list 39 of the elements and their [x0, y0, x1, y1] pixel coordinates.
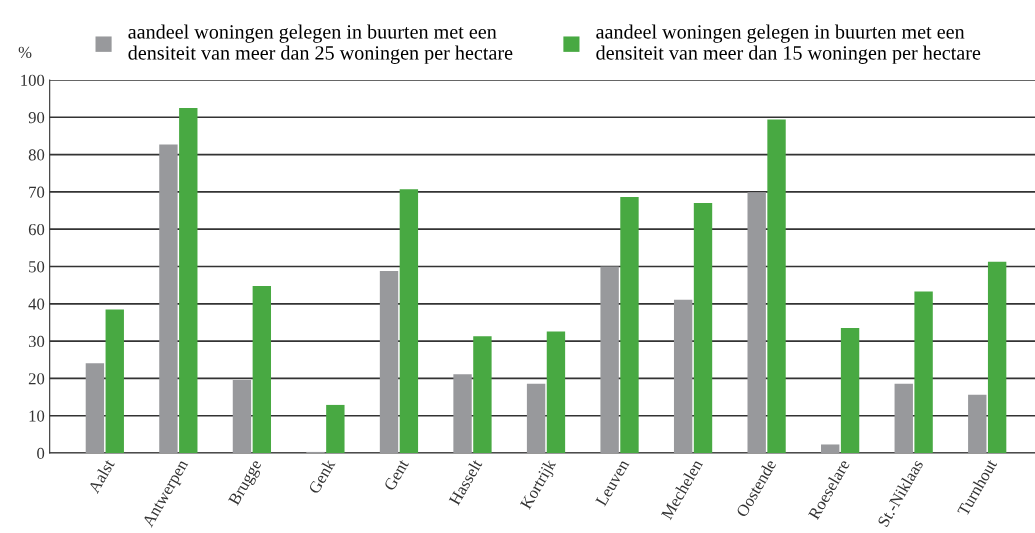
bar [526, 383, 546, 454]
bar [968, 394, 987, 454]
y-tick-label: 20 [28, 373, 45, 385]
y-tick-label: 40 [28, 298, 45, 310]
bar [620, 197, 639, 454]
bar [159, 144, 178, 454]
bar [673, 299, 693, 454]
bar [453, 374, 472, 454]
legend-label: aandeel woningen gelegen in buurten met een densiteit van meer dan 25 woningen per hectare [128, 24, 513, 64]
bar [600, 266, 619, 454]
bar [914, 291, 933, 454]
y-tick-label: 50 [29, 261, 45, 273]
y-tick-label: 80 [28, 149, 45, 161]
bar [179, 107, 198, 454]
y-tick-label: 90 [28, 111, 45, 124]
bar [747, 192, 766, 454]
y-tick-label: 100 [21, 74, 45, 86]
legend-label: aandeel woningen gelegen in buurten met een densiteit van meer dan 15 woningen per hectare [596, 24, 981, 64]
bar [894, 383, 913, 454]
bar [379, 270, 399, 454]
y-tick-label: 70 [29, 186, 45, 198]
bar [326, 404, 345, 454]
bar [546, 331, 566, 454]
y-tick-label: 0 [37, 447, 45, 459]
bar [252, 285, 272, 454]
y-tick-label: 60 [28, 223, 45, 236]
bar [232, 379, 252, 454]
bar [821, 444, 840, 454]
y-tick-label: 30 [28, 335, 45, 348]
bar [767, 119, 786, 454]
bar [693, 203, 713, 454]
bar [473, 336, 492, 454]
bar [987, 261, 1007, 454]
bar [105, 309, 124, 454]
y-axis-title: % [18, 46, 32, 58]
bar [85, 363, 105, 454]
bar [399, 189, 419, 454]
bar [840, 328, 860, 454]
y-tick-label: 10 [29, 410, 45, 422]
